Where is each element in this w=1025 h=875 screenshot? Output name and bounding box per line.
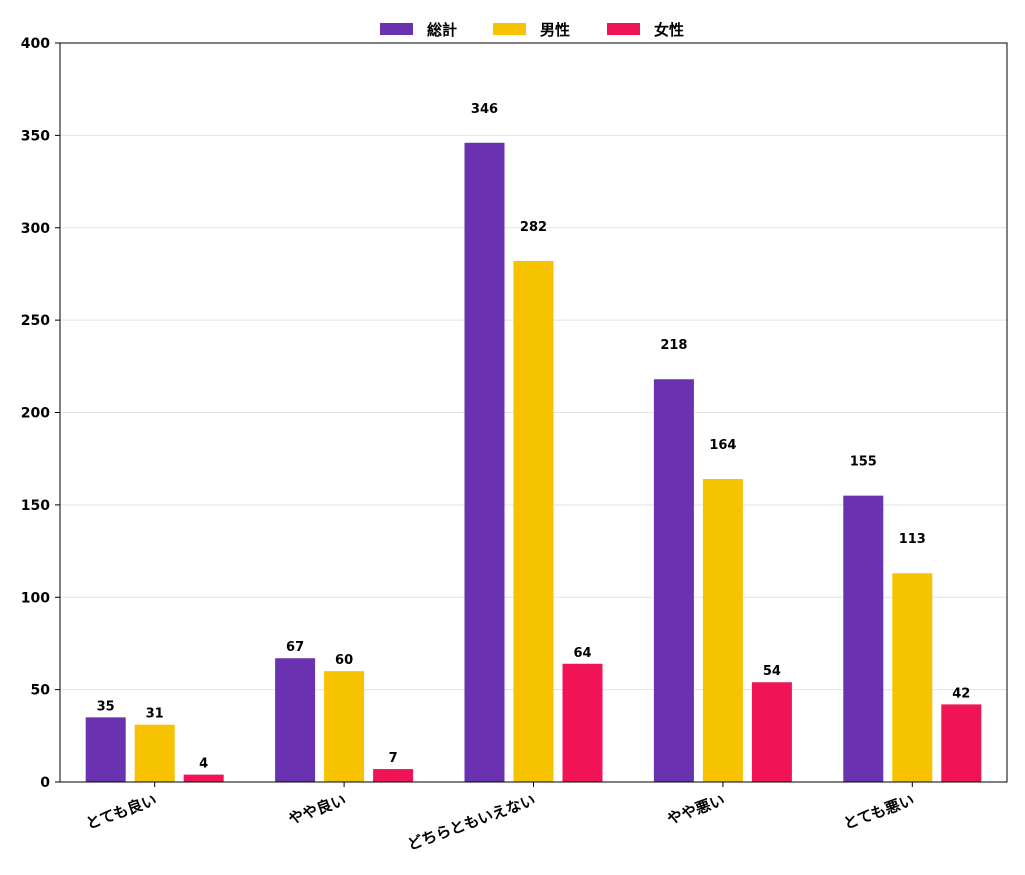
data-label: 7 [389, 751, 398, 766]
legend-swatch [493, 23, 526, 35]
y-tick-label: 300 [21, 221, 50, 237]
x-tick-label: やや悪い [665, 791, 728, 828]
bar [653, 379, 694, 782]
y-tick-label: 100 [21, 590, 50, 606]
bar [85, 717, 126, 782]
data-label: 67 [286, 640, 304, 655]
y-tick-label: 50 [31, 683, 51, 699]
x-axis: とても良い やや良い どちらともいえない やや悪い とても悪い [84, 782, 917, 854]
bar [702, 479, 743, 782]
data-label: 64 [573, 646, 591, 661]
data-label: 164 [709, 438, 736, 453]
legend-swatch [380, 23, 413, 35]
x-tick-label: とても悪い [841, 791, 917, 833]
bar [183, 774, 224, 782]
bar [892, 573, 933, 782]
legend: 総計 男性 女性 [380, 21, 684, 39]
bar [464, 142, 505, 782]
y-tick-label: 150 [21, 498, 50, 514]
data-label: 155 [850, 455, 877, 470]
data-label: 113 [899, 532, 926, 547]
y-tick-label: 350 [21, 128, 50, 144]
y-axis: 0 50 100 150 200 250 300 350 400 [21, 36, 60, 791]
x-tick-label: どちらともいえない [405, 791, 538, 854]
bar [843, 495, 884, 782]
bar [324, 671, 365, 782]
legend-label: 男性 [540, 21, 570, 39]
data-label: 4 [199, 757, 208, 772]
data-label: 31 [146, 707, 164, 722]
data-label: 54 [763, 664, 781, 679]
bar [513, 261, 554, 782]
legend-swatch [607, 23, 640, 35]
data-label: 42 [952, 686, 970, 701]
bar [941, 704, 982, 782]
y-tick-label: 400 [21, 36, 50, 52]
bar [275, 658, 316, 782]
data-labels: 35 31 4 67 60 7 346 282 64 218 164 54 155 113 42 [97, 102, 971, 772]
x-tick-label: とても良い [84, 791, 160, 833]
bar [562, 663, 603, 782]
legend-label: 総計 [427, 21, 457, 39]
data-label: 218 [660, 338, 687, 353]
data-label: 346 [471, 102, 498, 117]
x-tick-label: やや良い [286, 791, 349, 828]
bar [373, 769, 414, 782]
y-tick-label: 250 [21, 313, 50, 329]
data-label: 282 [520, 220, 547, 235]
bar [134, 724, 175, 782]
legend-label: 女性 [654, 21, 684, 39]
bar [751, 682, 792, 782]
data-label: 60 [335, 653, 353, 668]
y-tick-label: 200 [21, 406, 50, 422]
data-label: 35 [97, 699, 115, 714]
bars [85, 142, 982, 782]
y-tick-label: 0 [40, 775, 50, 791]
